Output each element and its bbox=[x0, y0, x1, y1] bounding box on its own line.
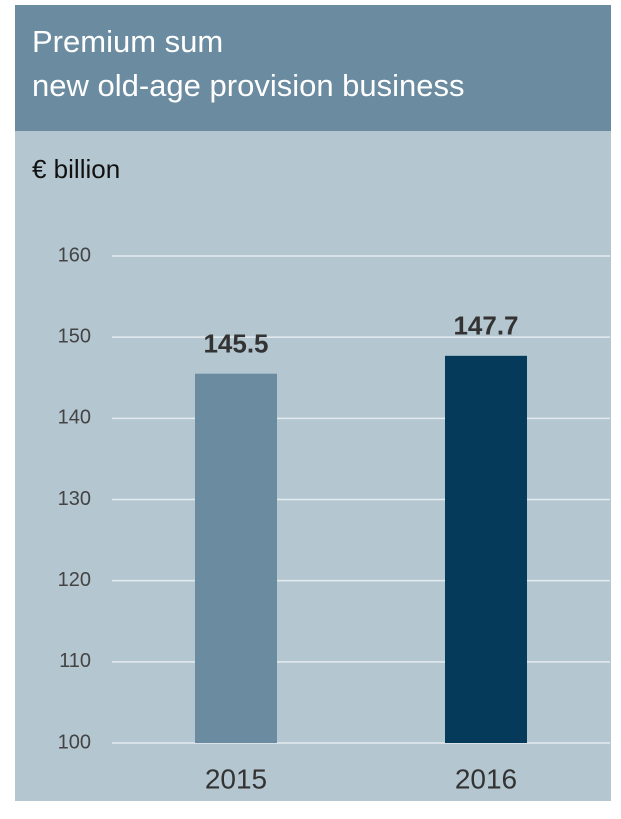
x-tick-label: 2015 bbox=[205, 763, 267, 794]
y-tick-label: 160 bbox=[58, 244, 91, 266]
y-tick-label: 110 bbox=[59, 650, 91, 672]
bar bbox=[195, 373, 277, 743]
bar bbox=[445, 355, 527, 743]
y-tick-label: 140 bbox=[58, 407, 91, 429]
header-band bbox=[15, 5, 611, 131]
value-label: 145.5 bbox=[203, 329, 268, 359]
y-tick-label: 150 bbox=[58, 325, 91, 347]
y-tick-label: 120 bbox=[58, 569, 91, 591]
y-axis-label: € billion bbox=[32, 154, 120, 184]
chart-title: new old-age provision business bbox=[32, 68, 465, 103]
x-tick-label: 2016 bbox=[455, 763, 517, 794]
y-tick-label: 100 bbox=[58, 731, 91, 753]
value-label: 147.7 bbox=[453, 311, 518, 341]
chart-title: Premium sum bbox=[32, 24, 223, 59]
y-tick-label: 130 bbox=[58, 488, 91, 510]
